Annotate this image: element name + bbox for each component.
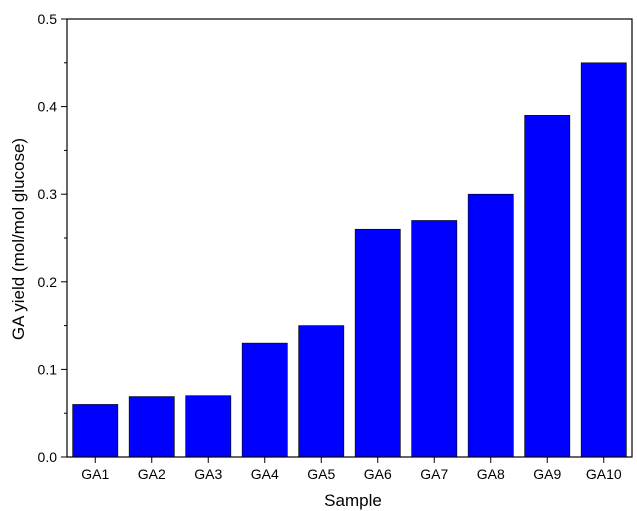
x-tick-label: GA9 [533, 466, 561, 482]
axes-layer [61, 18, 633, 463]
bar-ga4 [241, 342, 288, 458]
bar-ga3 [185, 395, 232, 458]
x-tick-label: GA7 [420, 466, 448, 482]
labels-layer: GA1 GA2 GA3 GA4 GA5 GA6 GA7 GA8 GA9 GA10 0.0 0.1 0.2… [38, 11, 622, 482]
bar-ga2 [128, 396, 175, 458]
bar-ga5 [298, 325, 345, 458]
y-tick-label: 0.5 [38, 11, 58, 27]
y-axis-title: GA yield (mol/mol glucose) [9, 138, 28, 340]
bar-ga9 [524, 115, 571, 458]
bar-ga8 [467, 193, 514, 458]
bar-ga6 [354, 228, 401, 458]
y-tick-label: 0.1 [38, 361, 58, 377]
y-tick-label: 0.3 [38, 186, 58, 202]
x-tick-label: GA10 [586, 466, 622, 482]
x-tick-label: GA4 [251, 466, 279, 482]
x-tick-label: GA2 [138, 466, 166, 482]
x-tick-label: GA8 [477, 466, 505, 482]
x-tick-label: GA5 [307, 466, 335, 482]
bar-ga7 [411, 220, 458, 458]
x-axis-title: Sample [324, 491, 382, 510]
bars-layer [72, 62, 627, 458]
x-tick-label: GA3 [194, 466, 222, 482]
y-tick-label: 0.2 [38, 274, 58, 290]
x-tick-label: GA1 [81, 466, 109, 482]
bar-ga1 [72, 404, 119, 458]
y-tick-label: 0.0 [38, 449, 58, 465]
y-tick-label: 0.4 [38, 99, 58, 115]
x-tick-label: GA6 [364, 466, 392, 482]
bar-ga10 [580, 62, 627, 458]
